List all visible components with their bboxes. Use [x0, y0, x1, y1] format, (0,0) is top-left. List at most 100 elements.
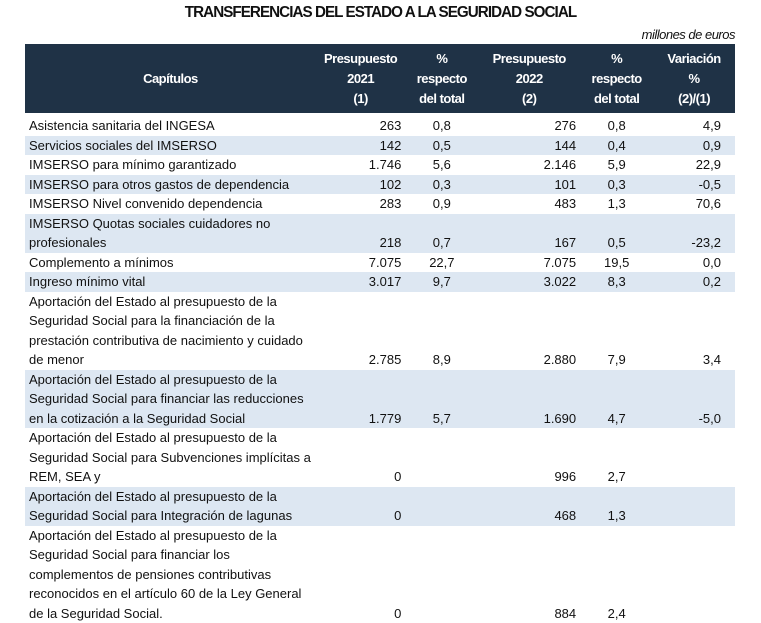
cell-p2022: 468	[478, 487, 580, 526]
cell-p2021: 3.017	[316, 272, 405, 292]
cell-p2022: 167	[478, 214, 580, 253]
cell-var: -5,0	[653, 370, 735, 429]
cell-p2022: 276	[478, 113, 580, 136]
cell-var	[653, 526, 735, 623]
cell-label: IMSERSO Quotas sociales cuidadores no pr…	[25, 214, 316, 253]
cell-pct1	[405, 487, 478, 526]
cell-pct1: 0,7	[405, 214, 478, 253]
header-line: (2)/(1)	[653, 89, 735, 109]
cell-label: Asistencia sanitaria del INGESA	[25, 113, 316, 136]
table-row: Aportación del Estado al presupuesto de …	[25, 487, 735, 526]
cell-label: IMSERSO para otros gastos de dependencia	[25, 175, 316, 195]
cell-p2022: 7.075	[478, 253, 580, 273]
cell-var: -0,5	[653, 175, 735, 195]
cell-pct2: 0,4	[580, 136, 653, 156]
header-line: Presupuesto	[478, 49, 580, 69]
cell-var	[653, 428, 735, 487]
header-line: (2)	[478, 89, 580, 109]
cell-pct2: 7,9	[580, 292, 653, 370]
table-row: Aportación del Estado al presupuesto de …	[25, 526, 735, 623]
cell-pct1: 0,5	[405, 136, 478, 156]
cell-p2021: 1.746	[316, 155, 405, 175]
cell-pct2: 0,5	[580, 214, 653, 253]
table-row: Aportación del Estado al presupuesto de …	[25, 370, 735, 429]
cell-pct1: 0,8	[405, 113, 478, 136]
cell-pct2: 19,5	[580, 253, 653, 273]
cell-pct2: 0,3	[580, 175, 653, 195]
cell-p2021: 0	[316, 487, 405, 526]
header-line: 2021	[316, 69, 405, 89]
cell-label: Aportación del Estado al presupuesto de …	[25, 487, 316, 526]
cell-p2021: 0	[316, 526, 405, 623]
cell-pct2: 2,7	[580, 428, 653, 487]
cell-var: 70,6	[653, 194, 735, 214]
header-line: %	[405, 49, 478, 69]
header-line: (1)	[316, 89, 405, 109]
cell-p2021: 1.779	[316, 370, 405, 429]
table-row: IMSERSO Quotas sociales cuidadores no pr…	[25, 214, 735, 253]
cell-p2022: 2.146	[478, 155, 580, 175]
cell-pct2: 4,7	[580, 370, 653, 429]
cell-pct2: 5,9	[580, 155, 653, 175]
cell-label: Aportación del Estado al presupuesto de …	[25, 428, 316, 487]
cell-pct2: 0,8	[580, 113, 653, 136]
header-line: del total	[405, 89, 478, 109]
cell-label: IMSERSO para mínimo garantizado	[25, 155, 316, 175]
cell-p2022: 1.690	[478, 370, 580, 429]
cell-var: 4,9	[653, 113, 735, 136]
cell-label: Complemento a mínimos	[25, 253, 316, 273]
cell-p2022: 884	[478, 526, 580, 623]
cell-p2022: 3.022	[478, 272, 580, 292]
cell-pct2: 2,4	[580, 526, 653, 623]
cell-p2022: 101	[478, 175, 580, 195]
cell-pct1: 9,7	[405, 272, 478, 292]
cell-p2021: 263	[316, 113, 405, 136]
table-title: TRANSFERENCIAS DEL ESTADO A LA SEGURIDAD…	[19, 4, 742, 22]
cell-var: 0,2	[653, 272, 735, 292]
cell-p2021: 142	[316, 136, 405, 156]
cell-label: Aportación del Estado al presupuesto de …	[25, 526, 316, 623]
cell-pct2: 8,3	[580, 272, 653, 292]
header-line: %	[653, 69, 735, 89]
cell-p2022: 483	[478, 194, 580, 214]
cell-var: 22,9	[653, 155, 735, 175]
cell-pct1: 22,7	[405, 253, 478, 273]
header-line: respecto	[580, 69, 653, 89]
header-line: respecto	[405, 69, 478, 89]
cell-label: IMSERSO Nivel convenido dependencia	[25, 194, 316, 214]
cell-p2021: 102	[316, 175, 405, 195]
cell-var: 3,4	[653, 292, 735, 370]
cell-p2021: 283	[316, 194, 405, 214]
cell-label: Aportación del Estado al presupuesto de …	[25, 292, 316, 370]
cell-pct1	[405, 428, 478, 487]
cell-pct1: 5,7	[405, 370, 478, 429]
cell-pct1: 0,3	[405, 175, 478, 195]
cell-var	[653, 487, 735, 526]
cell-pct1: 8,9	[405, 292, 478, 370]
header-line: Presupuesto	[316, 49, 405, 69]
cell-label: Servicios sociales del IMSERSO	[25, 136, 316, 156]
cell-pct1	[405, 526, 478, 623]
cell-pct2: 1,3	[580, 194, 653, 214]
cell-var: 0,0	[653, 253, 735, 273]
header-line: %	[580, 49, 653, 69]
header-line: 2022	[478, 69, 580, 89]
cell-label: Ingreso mínimo vital	[25, 272, 316, 292]
cell-p2022: 996	[478, 428, 580, 487]
table-row: Aportación del Estado al presupuesto de …	[25, 428, 735, 487]
cell-pct2: 1,3	[580, 487, 653, 526]
header-line: Variación	[653, 49, 735, 69]
header-chapters: Capítulos	[25, 44, 316, 113]
cell-pct1: 0,9	[405, 194, 478, 214]
cell-label: Aportación del Estado al presupuesto de …	[25, 370, 316, 429]
cell-p2021: 7.075	[316, 253, 405, 273]
cell-p2021: 218	[316, 214, 405, 253]
